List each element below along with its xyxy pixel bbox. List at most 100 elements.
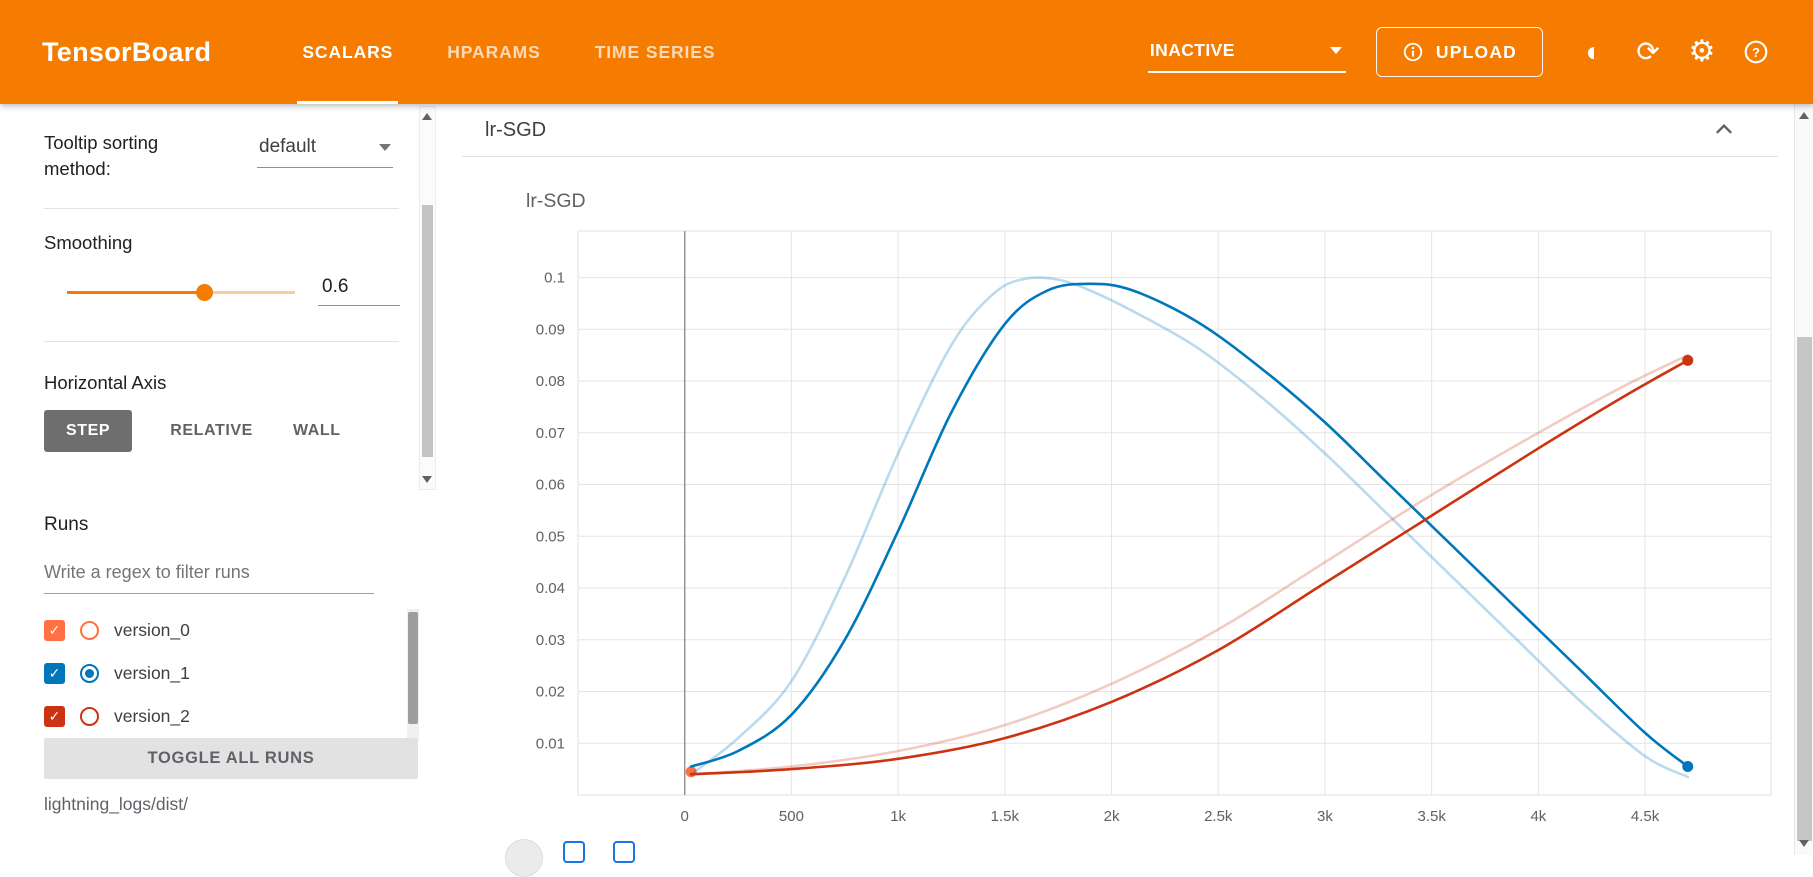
y-tick-label: 0.04: [536, 580, 565, 597]
run-checkbox[interactable]: ✓: [44, 706, 65, 727]
page-scrollbar[interactable]: [1794, 104, 1813, 855]
y-tick-label: 0.1: [544, 270, 565, 287]
settings-button[interactable]: ⚙: [1675, 25, 1729, 79]
series-line-version_1-smoothed: [689, 282, 1690, 768]
x-tick-label: 1k: [890, 808, 906, 825]
contrast-icon: ◐: [1585, 36, 1603, 67]
x-tick-label: 0: [681, 808, 689, 825]
radio-dot: [85, 626, 94, 635]
data-status-dropdown[interactable]: INACTIVE: [1147, 32, 1346, 73]
chart-options-button[interactable]: [505, 839, 543, 877]
app-title: TensorBoard: [42, 36, 212, 67]
axis-wall-button[interactable]: WALL: [291, 410, 343, 452]
radio-dot: [85, 669, 94, 678]
scroll-up-icon[interactable]: [422, 113, 432, 120]
gear-icon: ⚙: [1688, 35, 1716, 68]
scrollbar-thumb[interactable]: [408, 612, 418, 724]
run-label: version_0: [114, 620, 190, 640]
x-tick-label: 3k: [1317, 808, 1333, 825]
tooltip-sorting-value: default: [259, 136, 317, 157]
series-line-version_2-smoothed: [689, 359, 1690, 776]
upload-label: UPLOAD: [1435, 41, 1517, 62]
run-label: version_2: [114, 706, 190, 726]
smoothing-label: Smoothing: [44, 232, 133, 253]
runs-title: Runs: [44, 514, 89, 535]
chevron-up-icon: [1716, 123, 1732, 134]
main-tabs: SCALARS HPARAMS TIME SERIES: [275, 0, 742, 104]
logdir-path: lightning_logs/dist/: [44, 794, 188, 814]
card-title: lr-SGD: [485, 118, 547, 141]
run-radio[interactable]: [80, 621, 99, 640]
x-tick-label: 2.5k: [1204, 808, 1233, 825]
collapse-section-button[interactable]: [1706, 112, 1742, 148]
refresh-icon: ⟳: [1636, 36, 1660, 67]
y-tick-label: 0.08: [536, 373, 565, 390]
smoothing-value-input[interactable]: 0.6: [318, 274, 400, 306]
tab-time-series[interactable]: TIME SERIES: [594, 41, 716, 62]
runs-filter-input[interactable]: [44, 556, 374, 594]
run-checkbox[interactable]: ✓: [44, 620, 65, 641]
scroll-up-icon[interactable]: [1799, 112, 1809, 119]
expand-chart-icon[interactable]: [613, 841, 635, 863]
toggle-all-runs-button[interactable]: TOGGLE ALL RUNS: [44, 738, 418, 779]
run-list: ✓ version_0 ✓ version_1 ✓ version_2: [44, 609, 399, 738]
help-icon: ?: [1744, 40, 1768, 64]
scalar-chart[interactable]: 0 500 1k 1.5k 2k 2.5k 3k 3.5k 4k 4.5k 0.01 0.02 0.03…: [462, 174, 1778, 854]
y-tick-label: 0.07: [536, 425, 565, 442]
series-line-version_2-original: [689, 353, 1690, 776]
x-tick-label: 4.5k: [1631, 808, 1660, 825]
x-tick-label: 4k: [1530, 808, 1546, 825]
smoothing-slider[interactable]: [67, 284, 295, 301]
scroll-down-icon[interactable]: [1799, 840, 1809, 847]
plot-area[interactable]: [577, 230, 1772, 796]
tooltip-sorting-select[interactable]: default: [257, 136, 393, 168]
upload-button[interactable]: UPLOAD: [1375, 27, 1543, 77]
tab-scalars[interactable]: SCALARS: [275, 0, 420, 104]
y-tick-label: 0.06: [536, 477, 565, 494]
radio-dot: [85, 712, 94, 721]
main-area: lr-SGD lr-SGD 0 500 1k 1.5k 2k 2.5k 3k 3.5k 4k 4.…: [445, 104, 1794, 877]
run-radio[interactable]: [80, 707, 99, 726]
x-tick-label: 2k: [1104, 808, 1120, 825]
run-list-scrollbar[interactable]: [407, 609, 419, 741]
tab-hparams[interactable]: HPARAMS: [447, 41, 541, 62]
divider: [44, 341, 399, 342]
chart-title: lr-SGD: [526, 190, 586, 212]
y-tick-label: 0.01: [536, 735, 565, 752]
y-tick-label: 0.02: [536, 684, 565, 701]
check-icon: ✓: [48, 708, 61, 724]
chevron-down-icon: [1329, 46, 1342, 54]
refresh-button[interactable]: ⟳: [1621, 25, 1675, 79]
run-checkbox[interactable]: ✓: [44, 663, 65, 684]
endpoint-marker-version_1-smoothed: [1682, 761, 1694, 773]
pin-chart-icon[interactable]: [563, 841, 585, 863]
run-radio[interactable]: [80, 664, 99, 683]
x-tick-label: 500: [779, 808, 804, 825]
scrollbar-thumb[interactable]: [1797, 337, 1812, 841]
smoothing-slider-thumb[interactable]: [195, 284, 213, 301]
x-tick-label: 3.5k: [1417, 808, 1446, 825]
svg-text:?: ?: [1752, 45, 1760, 60]
run-label: version_1: [114, 663, 190, 683]
run-row: ✓ version_2: [44, 695, 399, 738]
scrollbar-thumb[interactable]: [422, 205, 433, 457]
axis-relative-button[interactable]: RELATIVE: [168, 410, 255, 452]
x-tick-label: 1.5k: [991, 808, 1020, 825]
horizontal-axis-label: Horizontal Axis: [44, 372, 167, 393]
run-row: ✓ version_0: [44, 609, 399, 652]
help-button[interactable]: ?: [1729, 25, 1783, 79]
check-icon: ✓: [48, 622, 61, 638]
header-actions: INACTIVE UPLOAD ◐ ⟳ ⚙ ?: [1147, 25, 1783, 79]
smoothing-slider-fill: [67, 291, 204, 294]
scroll-down-icon[interactable]: [422, 476, 432, 483]
settings-pane-scrollbar[interactable]: [419, 106, 436, 490]
y-tick-label: 0.09: [536, 321, 565, 338]
axis-step-button[interactable]: STEP: [44, 410, 133, 452]
scalar-card: lr-SGD lr-SGD 0 500 1k 1.5k 2k 2.5k 3k 3.5k 4k 4.…: [462, 104, 1778, 877]
brightness-toggle-button[interactable]: ◐: [1567, 25, 1621, 79]
sidebar: Tooltip sorting method: default Smoothin…: [0, 104, 445, 855]
y-tick-label: 0.03: [536, 632, 565, 649]
series-line-version_1-original: [689, 276, 1690, 779]
card-header: lr-SGD: [462, 104, 1778, 157]
run-row: ✓ version_1: [44, 652, 399, 695]
